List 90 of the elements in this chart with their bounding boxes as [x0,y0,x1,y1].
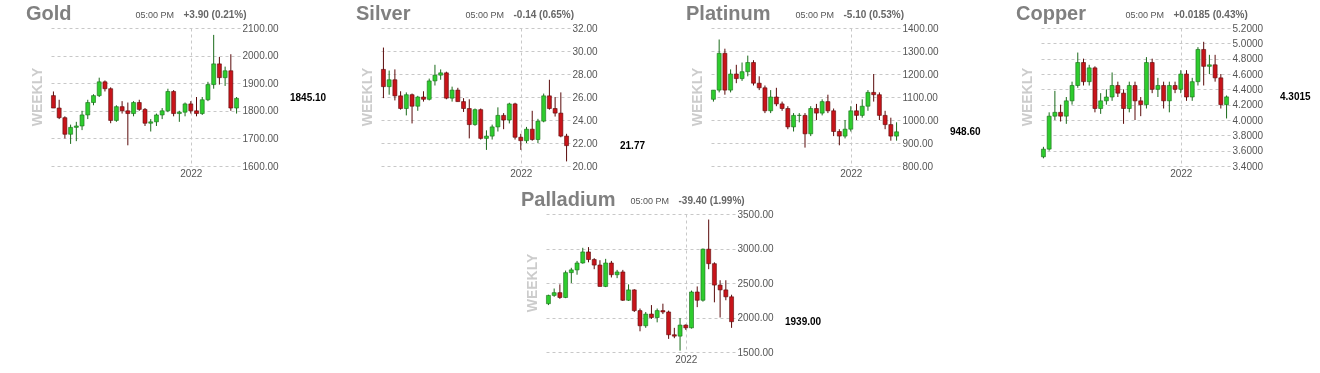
candlestick [171,89,176,117]
y-tick-label: 3.6000 [1232,145,1264,157]
chart-subtitle: 05:00 PM [1125,10,1165,20]
chart-subtitle: 05:00 PM [465,10,505,20]
text: -5.10 (0.53%) [843,9,905,20]
candlestick [217,56,222,86]
x-tick-label: 2022 [840,167,863,179]
text: +0.0185 (0.43%) [1173,9,1248,20]
y-tick-label: 800.00 [902,160,934,172]
chart-title: Copper [1016,2,1087,24]
candlestick [409,93,415,124]
chart-subtitle: 05:00 PM [795,10,835,20]
y-tick-label: 3.8000 [1232,129,1264,141]
y-tick-label: 3500.00 [737,208,775,220]
candlestick [1161,81,1166,109]
text: 21.77 [620,139,646,151]
candlestick [894,121,899,142]
y-tick-label: 1300.00 [902,45,940,57]
candlestick [1086,64,1092,86]
y-tick-label: 22.00 [572,137,598,149]
y-tick-label: 1800.00 [242,105,280,117]
candlestick [1207,54,1212,75]
candlestick [1178,69,1184,94]
y-tick-label: 1700.00 [242,132,280,144]
x-tick-label: 2022 [1170,167,1193,179]
candlestick [404,91,409,116]
y-tick-label: 5.2000 [1232,22,1264,34]
candlestick [677,317,683,352]
text: 1939.00 [785,315,822,327]
y-tick-label: 2000.00 [737,312,775,323]
y-tick-label: 30.00 [572,45,598,57]
y-tick-label: 4.8000 [1232,53,1264,65]
y-tick-label: 3.4000 [1232,160,1264,172]
candlestick [802,112,808,149]
y-tick-label: 28.00 [572,68,598,80]
x-tick-label: 2022 [180,167,203,179]
y-tick-label: 20.00 [572,160,598,172]
y-tick-label: 900.00 [902,137,934,149]
candlestick [1081,58,1086,86]
y-tick-label: 5.0000 [1232,37,1264,49]
x-tick-label: 2022 [510,167,533,179]
text: 4.3015 [1280,90,1312,102]
y-tick-label: 4.6000 [1232,68,1264,80]
candlestick [1224,94,1229,119]
chart-title: Palladium [521,188,616,210]
candlestick [1126,81,1132,113]
y-tick-label: 4.4000 [1232,83,1264,95]
candlestick [529,110,535,142]
chart-subtitle: 05:00 PM [135,10,175,20]
candlestick [557,283,563,300]
chart-title: Gold [26,2,72,24]
chart-subtitle: 05:00 PM [630,196,670,206]
y-tick-label: 2100.00 [242,22,280,34]
candlestick [768,89,773,114]
y-tick-label: 1600.00 [242,160,280,172]
candlestick [603,258,608,288]
y-tick-label: 24.00 [572,114,598,126]
candlestick [1184,69,1189,102]
candlestick [1201,41,1206,86]
candlestick [222,66,228,87]
candlestick [728,68,733,93]
y-tick-label: 1400.00 [902,22,940,34]
text: 948.60 [950,125,982,137]
candlestick [1167,81,1172,113]
y-tick-label: 4.2000 [1232,99,1264,111]
text: 1845.10 [290,92,327,104]
y-tick-label: 2000.00 [242,50,280,62]
y-tick-label: 32.00 [572,22,598,34]
candlestick [614,269,620,279]
x-tick-label: 2022 [675,353,698,365]
text: +3.90 (0.21%) [183,9,247,20]
y-tick-label: 1500.00 [737,346,775,358]
candlestick [734,64,739,84]
candlestick [381,47,386,99]
candlestick [1172,81,1178,94]
y-tick-label: 2500.00 [737,277,775,289]
y-tick-label: 3000.00 [737,243,775,254]
text: -0.14 (0.65%) [513,9,575,20]
y-tick-label: 1900.00 [242,77,280,89]
y-tick-label: 1200.00 [902,68,940,80]
y-tick-label: 4.0000 [1232,114,1264,126]
candlestick [386,70,392,96]
candlestick [694,285,700,308]
candlestick [1155,77,1161,98]
y-tick-label: 1000.00 [902,114,940,126]
text: -39.40 (1.99%) [678,195,745,206]
y-tick-label: 26.00 [572,91,598,103]
chart-title: Platinum [686,2,771,24]
y-tick-label: 1100.00 [902,91,939,103]
chart-title: Silver [356,2,411,24]
